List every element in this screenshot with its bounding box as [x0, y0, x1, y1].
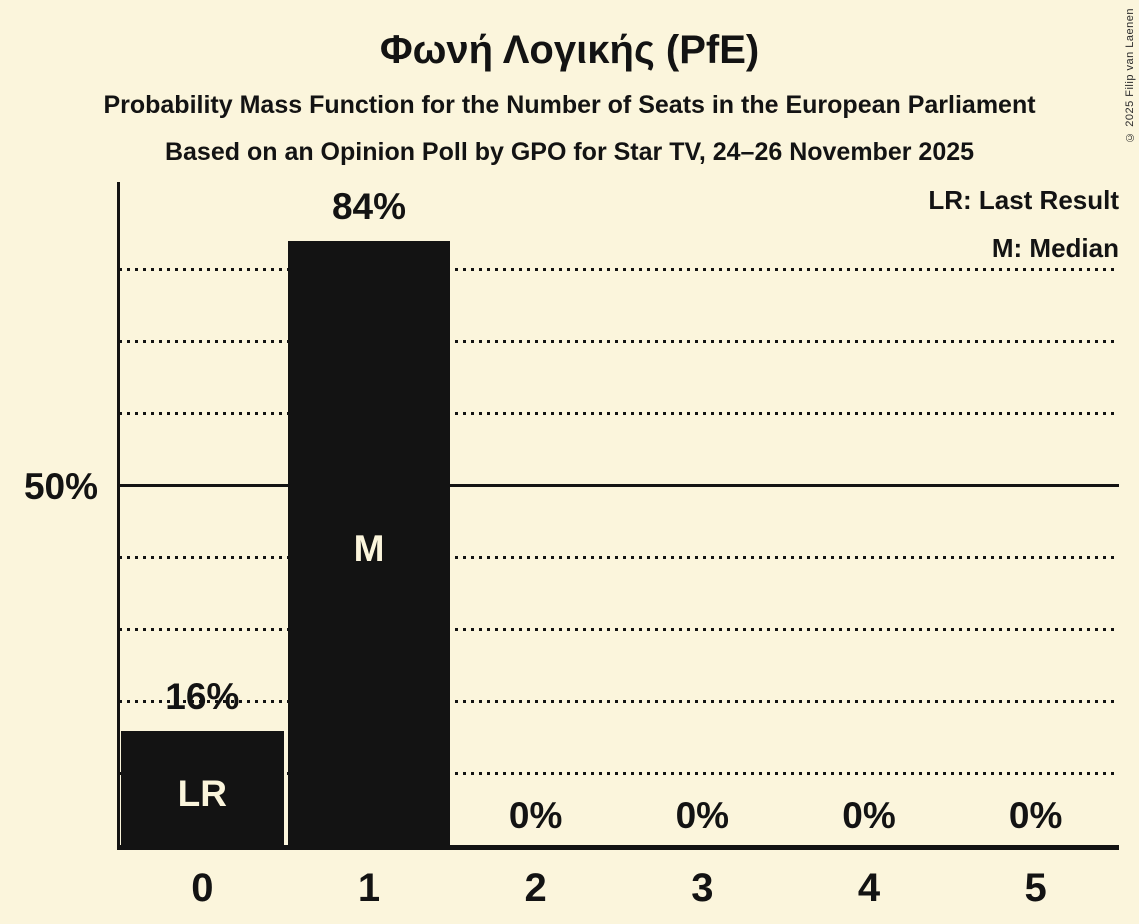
bar-value-label: 0%: [1008, 795, 1063, 836]
y-axis-50-percent-label: 50%: [23, 466, 98, 507]
gridline-10pct: [119, 772, 1119, 775]
legend-median: M: Median: [991, 233, 1119, 263]
copyright-notice: © 2025 Filip van Laenen: [1124, 8, 1136, 143]
bar-value-label: 84%: [331, 186, 407, 227]
bar-value-label: 16%: [165, 676, 240, 717]
bar-value-label: 0%: [675, 795, 730, 836]
x-tick-label: 4: [857, 866, 881, 910]
x-tick-label: 3: [691, 866, 714, 910]
legend-last-result: LR: Last Result: [928, 185, 1119, 215]
x-tick-label: 1: [357, 866, 381, 910]
gridline-60pct: [119, 412, 1119, 415]
bar-value-label: 0%: [508, 795, 563, 836]
y-axis-line: [117, 182, 120, 850]
x-tick-label: 5: [1024, 866, 1047, 910]
x-tick-label: 0: [191, 866, 214, 910]
gridline-50pct-solid: [119, 484, 1119, 487]
gridline-70pct: [119, 340, 1119, 343]
gridline-80pct: [119, 268, 1119, 271]
gridline-20pct: [119, 700, 1119, 703]
bar-seats-1: [287, 241, 451, 846]
bar-annotation-m: M: [353, 527, 385, 569]
bar-seats-0: [121, 731, 284, 846]
x-axis-line: [117, 845, 1119, 850]
gridline-30pct: [119, 628, 1119, 631]
bar-annotation-lr: LR: [177, 772, 227, 814]
chart-subtitle-line1: Probability Mass Function for the Number…: [103, 91, 1036, 119]
bar-value-label: 0%: [842, 795, 896, 836]
chart-title: Φωνή Λογικής (PfE): [379, 28, 760, 72]
chart-subtitle-line2: Based on an Opinion Poll by GPO for Star…: [164, 138, 975, 166]
x-tick-label: 2: [524, 866, 547, 910]
gridline-40pct: [119, 556, 1119, 559]
